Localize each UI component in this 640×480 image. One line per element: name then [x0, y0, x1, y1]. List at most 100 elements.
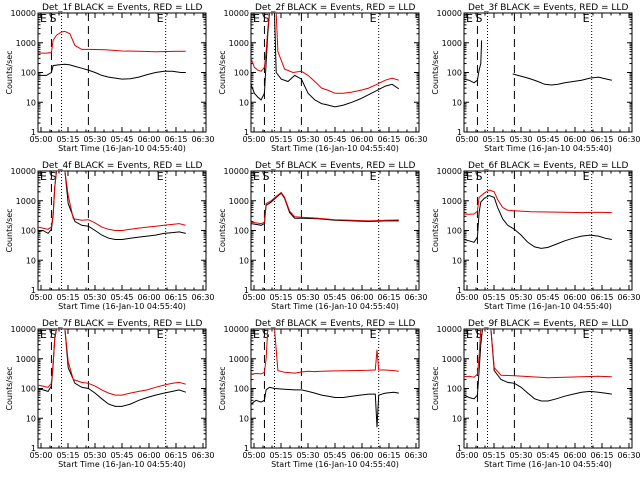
- y-tick-label: 1: [457, 444, 462, 453]
- x-tick-label: 06:15: [590, 451, 613, 460]
- y-tick-label: 1000: [442, 39, 462, 48]
- x-tick-label: 06:30: [617, 135, 640, 144]
- marker-e-start: E: [253, 12, 260, 25]
- x-tick-label: 05:15: [56, 451, 79, 460]
- x-tick-label: 05:15: [269, 451, 292, 460]
- y-tick-label: 10: [26, 98, 36, 107]
- series-line-events2: [512, 73, 612, 86]
- x-tick-label: 05:30: [83, 451, 106, 460]
- marker-s: S: [49, 170, 56, 183]
- y-tick-label: 1: [457, 286, 462, 295]
- x-axis-label: Start Time (16-Jan-10 04:55:40): [58, 302, 186, 311]
- y-axis-label: Counts/sec: [5, 50, 14, 94]
- x-tick-label: 06:30: [617, 293, 640, 302]
- y-axis-label: Counts/sec: [218, 50, 227, 94]
- marker-s: S: [49, 328, 56, 341]
- x-axis-label: Start Time (16-Jan-10 04:55:40): [271, 144, 399, 153]
- chart-title: Det_4f BLACK = Events, RED = LLD: [42, 161, 202, 171]
- y-tick-label: 10000: [437, 325, 462, 334]
- chart-title: Det_7f BLACK = Events, RED = LLD: [42, 319, 202, 329]
- series-group: [38, 171, 186, 240]
- y-tick-label: 1000: [442, 197, 462, 206]
- x-tick-label: 05:45: [110, 451, 133, 460]
- series-line-lld: [464, 329, 612, 379]
- marker-s: S: [262, 12, 269, 25]
- marker-e-end: E: [157, 170, 164, 183]
- chart-title: Det_2f BLACK = Events, RED = LLD: [255, 3, 415, 13]
- x-tick-label: 06:30: [191, 135, 214, 144]
- marker-e-start: E: [40, 12, 47, 25]
- series-line-lld: [38, 329, 186, 396]
- series-line-lld: [251, 13, 399, 94]
- y-tick-label: 10: [452, 414, 462, 423]
- y-tick-label: 1000: [16, 355, 36, 364]
- x-tick-label: 06:00: [350, 451, 373, 460]
- x-tick-label: 06:00: [137, 293, 160, 302]
- y-tick-label: 1: [244, 286, 249, 295]
- y-tick-label: 100: [447, 227, 462, 236]
- y-axis-label: Counts/sec: [218, 208, 227, 252]
- x-tick-label: 05:45: [323, 135, 346, 144]
- y-tick-label: 10000: [437, 167, 462, 176]
- y-tick-label: 100: [21, 385, 36, 394]
- marker-s: S: [475, 170, 482, 183]
- series-group: [251, 13, 400, 108]
- x-tick-label: 05:00: [242, 293, 265, 302]
- y-tick-label: 100: [234, 227, 249, 236]
- x-tick-label: 05:15: [482, 451, 505, 460]
- marker-s: S: [475, 12, 482, 25]
- y-tick-label: 1000: [16, 197, 36, 206]
- x-tick-label: 06:00: [350, 293, 373, 302]
- y-tick-label: 100: [21, 227, 36, 236]
- y-axis-label: Counts/sec: [431, 50, 440, 94]
- series-group: [38, 30, 186, 80]
- chart-panel-9: Det_9f BLACK = Events, RED = LLD 1 10 100 10…: [431, 319, 640, 469]
- series-line-events: [251, 386, 399, 428]
- x-tick-label: 05:15: [269, 135, 292, 144]
- y-tick-label: 10: [26, 414, 36, 423]
- chart-title: Det_5f BLACK = Events, RED = LLD: [255, 161, 415, 171]
- y-tick-label: 1000: [16, 39, 36, 48]
- x-tick-label: 05:15: [482, 135, 505, 144]
- chart-panel-4: Det_4f BLACK = Events, RED = LLD 1 10 100 10…: [5, 161, 215, 311]
- x-tick-label: 06:15: [164, 293, 187, 302]
- x-tick-label: 06:00: [350, 135, 373, 144]
- x-axis-label: Start Time (16-Jan-10 04:55:40): [58, 460, 186, 469]
- marker-e-end: E: [157, 328, 164, 341]
- series-line-lld: [38, 30, 186, 54]
- y-tick-label: 1000: [229, 39, 249, 48]
- x-axis-label: Start Time (16-Jan-10 04:55:40): [271, 460, 399, 469]
- x-tick-label: 05:00: [242, 451, 265, 460]
- series-line-events: [251, 13, 400, 108]
- marker-e-start: E: [466, 170, 473, 183]
- chart-panel-1: Det_1f BLACK = Events, RED = LLD 1 10 100 10…: [5, 3, 215, 153]
- x-tick-label: 06:00: [137, 451, 160, 460]
- y-tick-label: 10: [452, 256, 462, 265]
- marker-e-start: E: [253, 328, 260, 341]
- x-tick-label: 05:30: [296, 451, 319, 460]
- x-tick-label: 06:00: [563, 451, 586, 460]
- series-line-events: [464, 40, 483, 84]
- x-tick-label: 05:00: [242, 135, 265, 144]
- marker-s: S: [262, 170, 269, 183]
- x-axis-label: Start Time (16-Jan-10 04:55:40): [484, 144, 612, 153]
- x-tick-label: 06:15: [377, 451, 400, 460]
- y-tick-label: 10000: [437, 9, 462, 18]
- y-axis-label: Counts/sec: [5, 366, 14, 410]
- x-tick-label: 05:15: [269, 293, 292, 302]
- plot-frame: [37, 328, 207, 449]
- chart-panel-6: Det_6f BLACK = Events, RED = LLD 1 10 100 10…: [431, 161, 640, 311]
- chart-title: Det_8f BLACK = Events, RED = LLD: [255, 319, 415, 329]
- plot-frame: [250, 170, 420, 291]
- x-tick-label: 06:30: [617, 451, 640, 460]
- x-tick-label: 05:45: [323, 451, 346, 460]
- x-axis-label: Start Time (16-Jan-10 04:55:40): [58, 144, 186, 153]
- x-tick-label: 06:15: [377, 293, 400, 302]
- chart-panel-7: Det_7f BLACK = Events, RED = LLD 1 10 100 10…: [5, 319, 215, 469]
- marker-s: S: [262, 328, 269, 341]
- y-tick-label: 1000: [229, 355, 249, 364]
- x-axis-label: Start Time (16-Jan-10 04:55:40): [271, 302, 399, 311]
- y-tick-label: 10000: [224, 167, 249, 176]
- x-tick-label: 05:00: [29, 451, 52, 460]
- series-line-lld: [251, 329, 399, 375]
